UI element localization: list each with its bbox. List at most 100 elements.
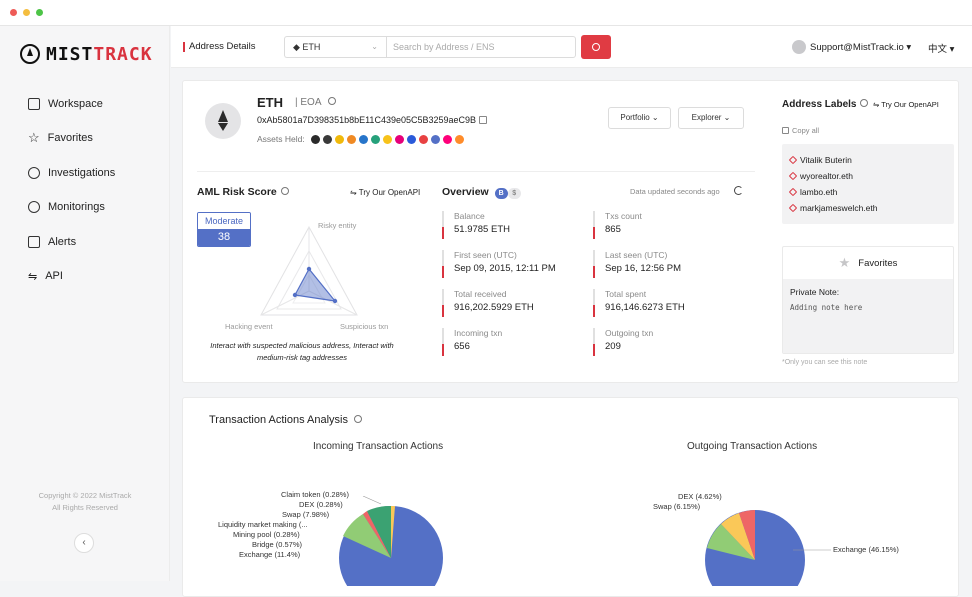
- pie-label: Swap (7.98%): [282, 510, 330, 519]
- incoming-chart-title: Incoming Transaction Actions: [313, 441, 444, 452]
- token-icon[interactable]: [418, 134, 428, 144]
- pie-leader-line: [362, 496, 382, 505]
- private-note-label: Private Note:: [790, 287, 840, 297]
- risk-level: Moderate: [198, 213, 250, 229]
- token-icon[interactable]: [358, 134, 368, 144]
- tag-icon: [788, 171, 798, 181]
- stat-label: Balance: [454, 211, 485, 221]
- stat-incoming-txn: Incoming txn 656: [442, 328, 502, 356]
- address-hash-text: 0xAb5801a7D398351b8bE11C439e05C5B3259aeC…: [257, 115, 477, 125]
- token-icon[interactable]: [394, 134, 404, 144]
- info-icon[interactable]: [354, 415, 362, 423]
- copy-icon[interactable]: [479, 116, 488, 124]
- risk-score-badge: Moderate 38: [197, 212, 251, 247]
- stat-label: Total received: [454, 289, 507, 299]
- chain-select[interactable]: ◆ ETH ⌄: [284, 36, 386, 58]
- try-openapi-link[interactable]: ⇋ Try Our OpenAPI: [350, 188, 421, 197]
- token-icon[interactable]: [334, 134, 344, 144]
- token-icon[interactable]: [370, 134, 380, 144]
- alert-icon: [28, 236, 40, 248]
- pie-slice-dex: [721, 513, 755, 560]
- sidebar-item-label: Favorites: [47, 132, 93, 144]
- label-item[interactable]: lambo.eth: [788, 184, 946, 200]
- close-window-dot[interactable]: [10, 9, 17, 16]
- stat-label: Outgoing txn: [605, 328, 654, 338]
- usd-toggle[interactable]: $: [507, 188, 521, 199]
- info-icon[interactable]: [280, 187, 289, 195]
- transaction-actions-title-text: Transaction Actions Analysis: [209, 414, 348, 426]
- incoming-pie-chart: [339, 496, 443, 586]
- tag-icon: [788, 203, 798, 213]
- maximize-window-dot[interactable]: [36, 9, 43, 16]
- pie-slice-swap: [707, 524, 755, 560]
- token-icon[interactable]: [310, 134, 320, 144]
- favorites-header[interactable]: ★ Favorites: [783, 247, 953, 279]
- risk-score: 38: [198, 229, 250, 246]
- token-icon[interactable]: [430, 134, 440, 144]
- sidebar-item-monitorings[interactable]: Monitorings: [28, 197, 105, 217]
- chevron-down-icon: ⌄: [371, 42, 378, 51]
- explorer-button[interactable]: Explorer ⌄: [678, 107, 744, 129]
- sidebar-item-favorites[interactable]: ☆ Favorites: [28, 128, 93, 148]
- copy-all-text: Copy all: [792, 126, 820, 135]
- pie-label: Exchange (11.4%): [239, 550, 301, 559]
- minimize-window-dot[interactable]: [23, 9, 30, 16]
- radar-point: [332, 298, 338, 304]
- token-icon[interactable]: [442, 134, 452, 144]
- labels-openapi-link[interactable]: ⇋ Try Our OpenAPI: [873, 100, 939, 109]
- pie-label: Exchange (46.15%): [833, 545, 899, 554]
- avatar: [792, 40, 806, 54]
- pie-label: Bridge (0.57%): [252, 540, 303, 549]
- label-item[interactable]: Vitalik Buterin: [788, 152, 946, 168]
- assets-held-label: Assets Held:: [257, 134, 305, 144]
- sidebar-item-alerts[interactable]: Alerts: [28, 232, 76, 252]
- sidebar-item-api[interactable]: ⇋ API: [28, 266, 63, 286]
- token-icon[interactable]: [322, 134, 332, 144]
- collapse-sidebar-button[interactable]: ‹: [74, 533, 94, 553]
- eth-logo-icon: [205, 103, 241, 139]
- private-note-area[interactable]: Private Note: Adding note here: [783, 279, 953, 353]
- top-bar: Address Details ◆ ETH ⌄ Support@MistTrac…: [171, 26, 972, 68]
- user-menu[interactable]: Support@MistTrack.io ▾: [792, 40, 911, 54]
- transaction-actions-card: Transaction Actions Analysis Incoming Tr…: [182, 397, 959, 597]
- token-icon[interactable]: [406, 134, 416, 144]
- eth-chain-icon: ◆: [293, 42, 303, 52]
- token-icon[interactable]: [382, 134, 392, 144]
- search-input[interactable]: [386, 36, 576, 58]
- breadcrumb: Address Details: [189, 41, 256, 52]
- language-switch[interactable]: 中文 ▾: [928, 44, 955, 55]
- sidebar-item-investigations[interactable]: Investigations: [28, 163, 115, 183]
- stat-balance: Balance 51.9785 ETH: [442, 211, 510, 239]
- tag-icon: [788, 187, 798, 197]
- copy-icon: [782, 127, 789, 134]
- note-input[interactable]: Adding note here: [790, 303, 863, 312]
- btc-toggle[interactable]: B: [494, 188, 508, 199]
- sidebar-item-workspace[interactable]: Workspace: [28, 94, 103, 114]
- label-item[interactable]: wyorealtor.eth: [788, 168, 946, 184]
- info-icon[interactable]: [327, 97, 336, 105]
- stat-label: Last seen (UTC): [605, 250, 668, 260]
- info-icon[interactable]: [860, 99, 869, 107]
- address-type-text: EOA: [300, 97, 321, 108]
- token-icon[interactable]: [346, 134, 356, 144]
- portfolio-button[interactable]: Portfolio ⌄: [608, 107, 671, 129]
- search-button[interactable]: [581, 35, 611, 59]
- label-item[interactable]: markjameswelch.eth: [788, 200, 946, 216]
- outgoing-pie-chart: [705, 510, 805, 586]
- token-icon[interactable]: [454, 134, 464, 144]
- radar-axis: [308, 290, 358, 316]
- pie-slice-swap: [367, 505, 391, 558]
- misttrack-logo[interactable]: MISTTRACK: [20, 43, 153, 65]
- copyright-line: All Rights Reserved: [52, 503, 118, 512]
- logo-text-mist: MIST: [46, 43, 94, 65]
- radar-axis: [260, 290, 310, 316]
- logo-mark-icon: [20, 44, 40, 64]
- copy-all-button[interactable]: Copy all: [782, 126, 819, 135]
- try-openapi-text: Try Our OpenAPI: [358, 188, 421, 197]
- sidebar-item-label: Alerts: [48, 236, 77, 248]
- refresh-icon[interactable]: [734, 186, 743, 195]
- stat-outgoing-txn: Outgoing txn 209: [593, 328, 653, 356]
- logo-text-track: TRACK: [93, 43, 153, 65]
- user-email: Support@MistTrack.io ▾: [810, 41, 912, 53]
- sidebar-item-label: Workspace: [48, 98, 103, 110]
